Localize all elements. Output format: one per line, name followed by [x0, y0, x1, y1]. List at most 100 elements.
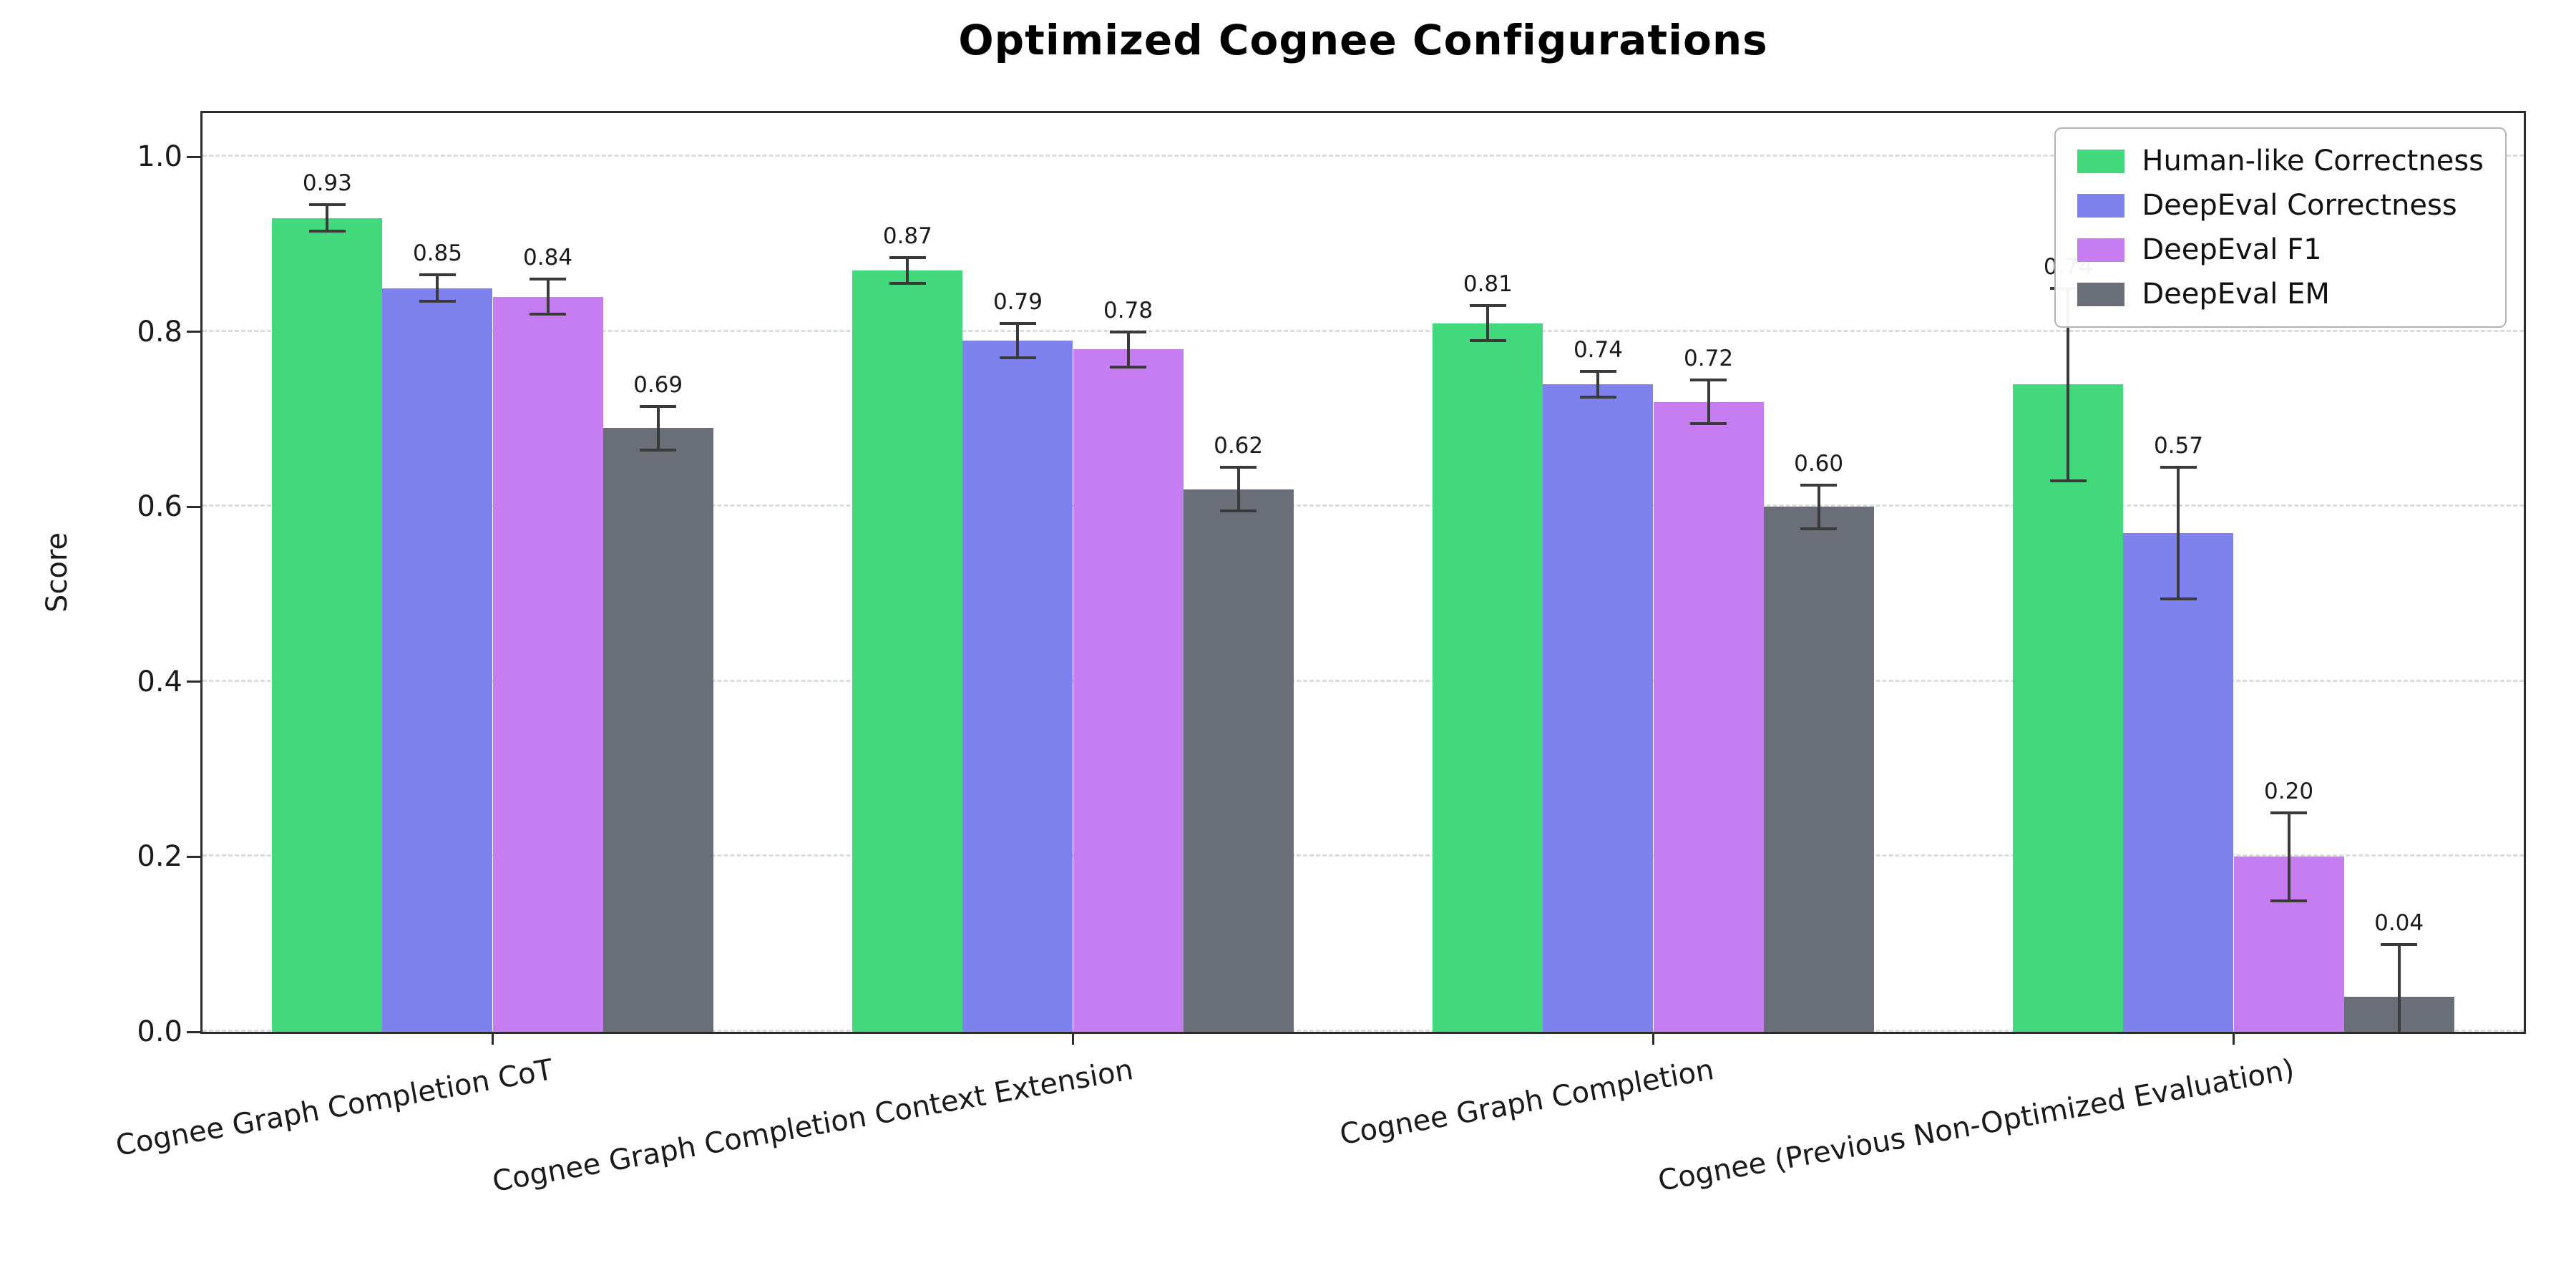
legend-item: Human-like Correctness — [2077, 145, 2484, 177]
bar-value-label: 0.87 — [882, 223, 932, 249]
error-bar — [2397, 944, 2401, 1032]
error-bar-cap-top — [2381, 942, 2418, 946]
error-bar-cap-top — [1800, 483, 1838, 487]
bar — [602, 428, 713, 1032]
bar — [1763, 507, 1874, 1032]
error-bar-cap-bottom — [1220, 509, 1257, 513]
legend-label: DeepEval EM — [2142, 278, 2330, 311]
error-bar-cap-top — [889, 255, 926, 259]
legend-label: DeepEval F1 — [2142, 233, 2322, 266]
x-category-label: Cognee Graph Completion CoT — [113, 1053, 556, 1163]
error-bar-cap-top — [2160, 466, 2197, 469]
legend-label: Human-like Correctness — [2142, 145, 2484, 177]
legend-item: DeepEval F1 — [2077, 233, 2484, 266]
y-tick-mark — [187, 680, 203, 683]
x-category-label: Cognee Graph Completion — [1337, 1053, 1717, 1152]
error-bar-cap-bottom — [640, 448, 677, 452]
bar — [2013, 384, 2124, 1032]
x-tick-mark — [2233, 1032, 2235, 1045]
y-tick-label: 1.0 — [137, 140, 182, 174]
bar — [1183, 489, 1294, 1032]
error-bar — [1486, 306, 1490, 341]
y-tick-mark — [187, 1030, 203, 1033]
gridline — [203, 854, 2524, 857]
legend: Human-like Correctness DeepEval Correctne… — [2054, 127, 2507, 328]
bar-value-label: 0.69 — [633, 371, 683, 398]
error-bar-cap-top — [419, 273, 456, 277]
y-tick-label: 0.0 — [137, 1015, 182, 1048]
error-bar-cap-top — [640, 404, 677, 408]
x-tick-mark — [492, 1032, 494, 1045]
x-category-label: Cognee Graph Completion Context Extensio… — [490, 1053, 1136, 1199]
y-tick-label: 0.4 — [137, 665, 182, 698]
error-bar-cap-top — [530, 278, 566, 281]
y-tick-mark — [187, 855, 203, 858]
legend-item: DeepEval EM — [2077, 278, 2484, 311]
y-tick-label: 0.8 — [137, 315, 182, 348]
legend-swatch — [2077, 193, 2125, 218]
bar — [1653, 401, 1764, 1032]
bar — [962, 340, 1073, 1032]
bar — [2123, 532, 2234, 1032]
error-bar-cap-bottom — [530, 313, 566, 316]
error-bar — [906, 257, 909, 284]
bar-value-label: 0.78 — [1103, 297, 1153, 323]
error-bar — [2067, 288, 2070, 481]
bar-value-label: 0.57 — [2153, 433, 2203, 459]
y-tick-mark — [187, 331, 203, 333]
bar — [272, 218, 383, 1032]
bar — [1433, 323, 1543, 1032]
y-tick-label: 0.6 — [137, 490, 182, 524]
gridline — [203, 504, 2524, 507]
legend-swatch — [2077, 149, 2125, 173]
error-bar-cap-bottom — [308, 230, 346, 233]
bar — [1073, 349, 1184, 1032]
error-bar-cap-top — [1469, 304, 1506, 308]
error-bar — [1596, 371, 1600, 398]
error-bar-cap-bottom — [1690, 422, 1727, 426]
gridline — [203, 679, 2524, 682]
y-tick-label: 0.2 — [137, 840, 182, 874]
error-bar-cap-top — [1110, 330, 1146, 333]
error-bar — [1817, 484, 1820, 529]
error-bar — [1126, 331, 1130, 367]
bar-value-label: 0.04 — [2374, 909, 2424, 936]
bar-value-label: 0.62 — [1214, 433, 1264, 459]
error-bar-cap-bottom — [1580, 396, 1616, 399]
bar-value-label: 0.72 — [1684, 345, 1734, 371]
error-bar-cap-top — [1000, 321, 1036, 325]
bar-value-label: 0.74 — [1573, 336, 1623, 363]
legend-label: DeepEval Correctness — [2142, 189, 2457, 222]
error-bar-cap-bottom — [1110, 365, 1146, 369]
bar-value-label: 0.20 — [2264, 779, 2314, 805]
error-bar-cap-bottom — [1000, 356, 1036, 360]
error-bar-cap-bottom — [2270, 899, 2307, 902]
error-bar — [436, 275, 439, 301]
bar — [852, 270, 963, 1032]
bar-value-label: 0.81 — [1463, 271, 1513, 298]
error-bar — [2287, 813, 2290, 901]
error-bar — [1016, 323, 1020, 358]
error-bar — [326, 205, 329, 232]
error-bar-cap-bottom — [419, 299, 456, 303]
error-bar — [1236, 467, 1240, 512]
y-tick-mark — [187, 155, 203, 158]
error-bar-cap-top — [2270, 811, 2307, 815]
error-bar-cap-top — [308, 203, 346, 207]
gridline — [203, 155, 2524, 157]
error-bar-cap-bottom — [1469, 338, 1506, 342]
x-category-label: Cognee (Previous Non-Optimized Evaluatio… — [1655, 1053, 2297, 1198]
error-bar-cap-bottom — [2160, 597, 2197, 600]
error-bar — [2177, 467, 2180, 599]
error-bar-cap-bottom — [889, 282, 926, 286]
legend-swatch — [2077, 238, 2125, 262]
bar — [492, 296, 603, 1032]
bar-value-label: 0.84 — [523, 245, 573, 271]
x-tick-mark — [1072, 1032, 1074, 1045]
bar-value-label: 0.60 — [1794, 450, 1844, 477]
bar-value-label: 0.79 — [992, 288, 1043, 315]
error-bar-cap-bottom — [2049, 479, 2087, 482]
error-bar-cap-top — [1580, 369, 1616, 373]
y-tick-mark — [187, 505, 203, 508]
